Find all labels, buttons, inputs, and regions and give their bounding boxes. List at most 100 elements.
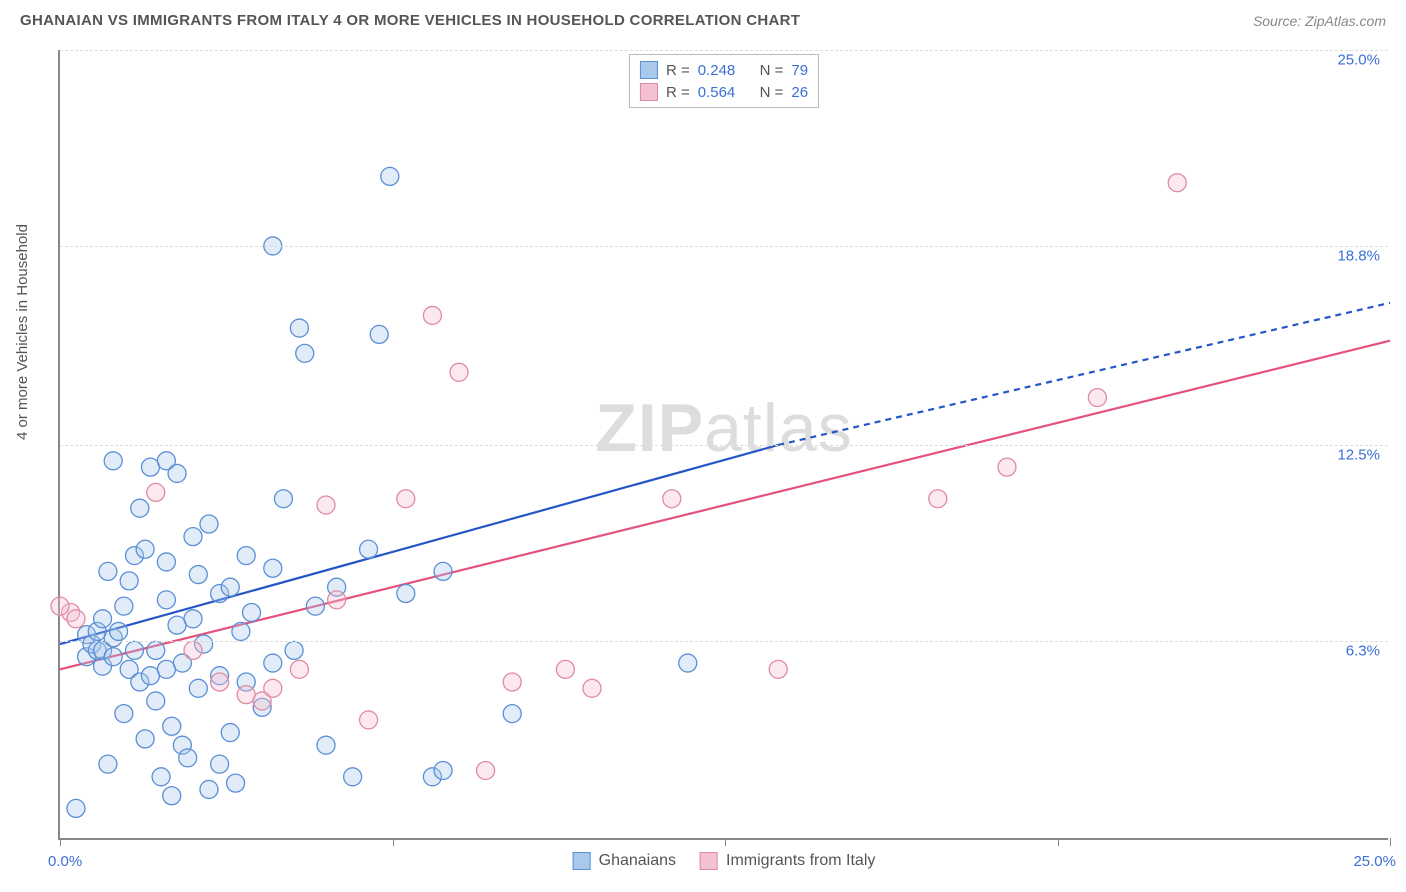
y-axis-label: 4 or more Vehicles in Household: [14, 224, 31, 440]
chart-source: Source: ZipAtlas.com: [1253, 13, 1386, 29]
data-point: [769, 660, 787, 678]
data-point: [450, 363, 468, 381]
data-point: [147, 641, 165, 659]
data-point: [423, 306, 441, 324]
legend-series: Ghanaians Immigrants from Italy: [573, 852, 876, 870]
data-point: [125, 641, 143, 659]
data-point: [163, 787, 181, 805]
data-point: [184, 528, 202, 546]
trend-line: [60, 341, 1390, 670]
x-tick: [1058, 838, 1059, 846]
data-point: [147, 483, 165, 501]
data-point: [179, 749, 197, 767]
data-point: [104, 648, 122, 666]
gridline: [60, 246, 1388, 247]
data-point: [290, 660, 308, 678]
data-point: [99, 755, 117, 773]
legend-swatch: [700, 852, 718, 870]
data-point: [147, 692, 165, 710]
data-point: [157, 591, 175, 609]
data-point: [110, 622, 128, 640]
data-point: [370, 325, 388, 343]
data-point: [232, 622, 250, 640]
data-point: [200, 780, 218, 798]
scatter-plot-svg: [60, 50, 1388, 838]
data-point: [237, 547, 255, 565]
data-point: [397, 585, 415, 603]
gridline: [60, 50, 1388, 51]
data-point: [317, 736, 335, 754]
data-point: [243, 603, 261, 621]
data-point: [397, 490, 415, 508]
data-point: [663, 490, 681, 508]
trend-line-dashed: [778, 303, 1390, 445]
legend-item: Immigrants from Italy: [700, 852, 875, 870]
x-tick-label: 0.0%: [48, 853, 82, 870]
data-point: [104, 452, 122, 470]
data-point: [221, 578, 239, 596]
data-point: [679, 654, 697, 672]
data-point: [189, 679, 207, 697]
x-tick-label: 25.0%: [1353, 853, 1396, 870]
data-point: [168, 616, 186, 634]
chart-header: GHANAIAN VS IMMIGRANTS FROM ITALY 4 OR M…: [0, 0, 1406, 37]
data-point: [131, 499, 149, 517]
x-tick: [393, 838, 394, 846]
data-point: [189, 566, 207, 584]
data-point: [184, 610, 202, 628]
data-point: [157, 553, 175, 571]
data-point: [67, 610, 85, 628]
data-point: [163, 717, 181, 735]
data-point: [237, 686, 255, 704]
data-point: [296, 344, 314, 362]
data-point: [211, 755, 229, 773]
data-point: [306, 597, 324, 615]
data-point: [115, 705, 133, 723]
chart-title: GHANAIAN VS IMMIGRANTS FROM ITALY 4 OR M…: [20, 12, 800, 29]
data-point: [583, 679, 601, 697]
y-tick-label: 6.3%: [1346, 642, 1380, 659]
y-tick-label: 12.5%: [1337, 447, 1380, 464]
data-point: [929, 490, 947, 508]
chart-area: ZIPatlas R = 0.248 N = 79 R = 0.564 N = …: [58, 50, 1388, 840]
data-point: [221, 724, 239, 742]
data-point: [67, 799, 85, 817]
data-point: [141, 667, 159, 685]
data-point: [477, 761, 495, 779]
data-point: [120, 572, 138, 590]
data-point: [503, 705, 521, 723]
data-point: [434, 562, 452, 580]
gridline: [60, 445, 1388, 446]
data-point: [285, 641, 303, 659]
data-point: [184, 641, 202, 659]
data-point: [360, 711, 378, 729]
data-point: [99, 562, 117, 580]
x-tick: [1390, 838, 1391, 846]
data-point: [136, 540, 154, 558]
data-point: [360, 540, 378, 558]
data-point: [1168, 174, 1186, 192]
data-point: [115, 597, 133, 615]
legend-item: Ghanaians: [573, 852, 676, 870]
data-point: [227, 774, 245, 792]
data-point: [998, 458, 1016, 476]
y-tick-label: 18.8%: [1337, 247, 1380, 264]
data-point: [328, 591, 346, 609]
data-point: [157, 660, 175, 678]
data-point: [317, 496, 335, 514]
data-point: [274, 490, 292, 508]
data-point: [136, 730, 154, 748]
data-point: [152, 768, 170, 786]
x-tick: [60, 838, 61, 846]
data-point: [94, 610, 112, 628]
legend-swatch: [640, 61, 658, 79]
data-point: [211, 673, 229, 691]
data-point: [264, 679, 282, 697]
data-point: [1088, 389, 1106, 407]
legend-swatch: [640, 83, 658, 101]
data-point: [141, 458, 159, 476]
legend-correlation: R = 0.248 N = 79 R = 0.564 N = 26: [629, 54, 819, 108]
legend-row: R = 0.248 N = 79: [640, 59, 808, 81]
data-point: [556, 660, 574, 678]
data-point: [381, 167, 399, 185]
